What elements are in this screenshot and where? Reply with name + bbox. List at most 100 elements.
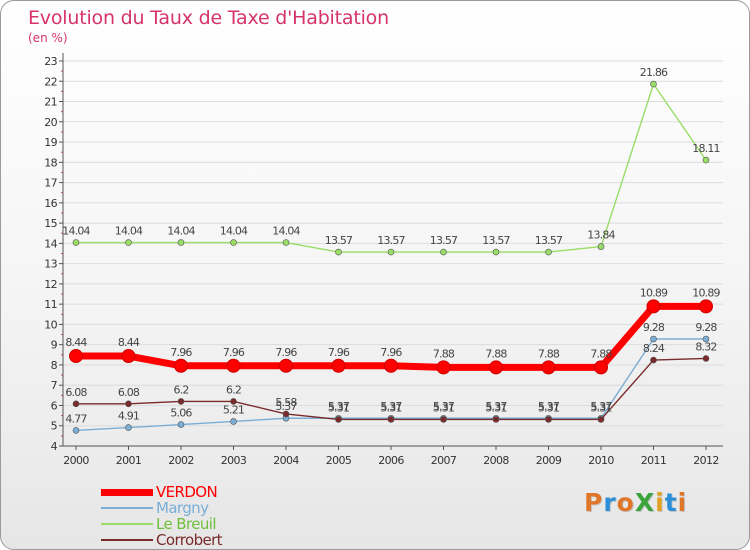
data-point [440,416,447,423]
data-point [331,358,346,373]
data-label: 18.11 [692,142,720,155]
data-point [279,358,293,373]
y-tick-label: 12 [44,278,57,291]
data-label: 13.84 [587,229,615,242]
y-tick-label: 5 [51,420,58,433]
data-label: 5.37 [275,400,297,413]
data-point [387,416,395,423]
x-tick-label: 2002 [168,454,194,467]
data-label: 5.31 [590,401,611,414]
data-label: 13.57 [325,234,353,247]
logo-letter: r [603,488,617,517]
logo-letter: o [616,488,635,517]
data-label: 14.04 [272,225,300,238]
y-tick-label: 14 [44,237,57,250]
data-point [650,356,657,364]
data-point [335,416,342,423]
data-label: 6.08 [118,386,140,399]
logo-letter: i [677,488,688,517]
data-label: 10.89 [692,286,720,299]
data-label: 9.28 [695,321,717,334]
data-point [121,349,136,364]
y-tick-label: 9 [51,339,58,352]
data-label: 13.57 [430,234,458,247]
data-label: 5.58 [275,396,297,409]
y-tick-label: 11 [44,298,57,311]
data-point [230,418,237,425]
data-label: 5.37 [485,400,507,413]
y-tick-label: 20 [44,116,57,129]
data-label: 10.89 [640,286,668,299]
data-point [72,427,80,434]
data-point [594,360,608,375]
legend-label: Corrobert [156,531,223,549]
data-label: 5.37 [538,400,560,413]
data-point [384,358,398,373]
legend-label: VERDON [156,483,218,501]
logo-letter: i [655,488,665,517]
legend-swatch [101,539,153,541]
data-label: 5.37 [590,400,612,413]
data-label: 7.88 [485,347,507,360]
y-tick-label: 23 [44,55,57,68]
y-tick-label: 19 [44,136,57,149]
legend-swatch [101,507,153,509]
y-tick-label: 13 [44,258,57,271]
y-tick-label: 16 [44,197,57,210]
data-point [699,299,713,314]
data-label: 7.96 [275,346,297,359]
data-label: 14.04 [62,225,90,238]
data-point [72,239,80,246]
data-label: 7.96 [170,346,192,359]
data-point [492,248,500,256]
data-point [545,416,552,423]
x-tick-label: 2007 [431,454,457,467]
data-label: 14.04 [115,225,143,238]
y-tick-label: 6 [51,399,58,412]
data-label: 21.86 [640,66,668,79]
data-label: 5.21 [223,403,244,416]
x-tick-label: 2008 [483,454,509,467]
data-label: 8.44 [65,336,87,349]
data-label: 5.37 [433,400,455,413]
data-point [489,360,503,375]
data-point [597,243,605,250]
data-point [72,400,80,408]
data-label: 13.57 [377,234,405,247]
data-point [230,398,237,405]
data-point [177,398,185,405]
data-point [440,248,447,256]
data-label: 7.88 [433,347,455,360]
data-label: 5.31 [485,401,506,414]
data-point [702,335,710,343]
x-tick-label: 2011 [641,454,667,467]
data-point [174,358,188,373]
data-label: 7.96 [380,346,402,359]
data-point [597,416,605,423]
data-label: 6.08 [65,386,87,399]
data-label: 8.44 [118,336,140,349]
legend-swatch [101,523,153,525]
data-point [387,248,395,256]
y-tick-label: 7 [51,379,58,392]
x-tick-label: 2003 [221,454,247,467]
data-label: 4.77 [65,412,87,425]
data-point [702,355,710,362]
data-point [125,400,132,408]
data-label: 5.31 [433,401,454,414]
data-point [335,248,342,256]
data-point [125,239,132,246]
data-point [545,248,552,256]
data-point [282,239,290,246]
data-label: 14.04 [220,225,248,238]
x-tick-label: 2001 [116,454,142,467]
x-tick-label: 2000 [63,454,89,467]
data-label: 8.32 [695,340,716,353]
y-tick-label: 21 [44,96,57,109]
legend-label: Margny [156,499,209,517]
y-tick-label: 17 [44,177,57,190]
logo-letter: t [664,488,678,517]
x-tick-label: 2010 [588,454,614,467]
y-tick-label: 4 [51,440,58,453]
